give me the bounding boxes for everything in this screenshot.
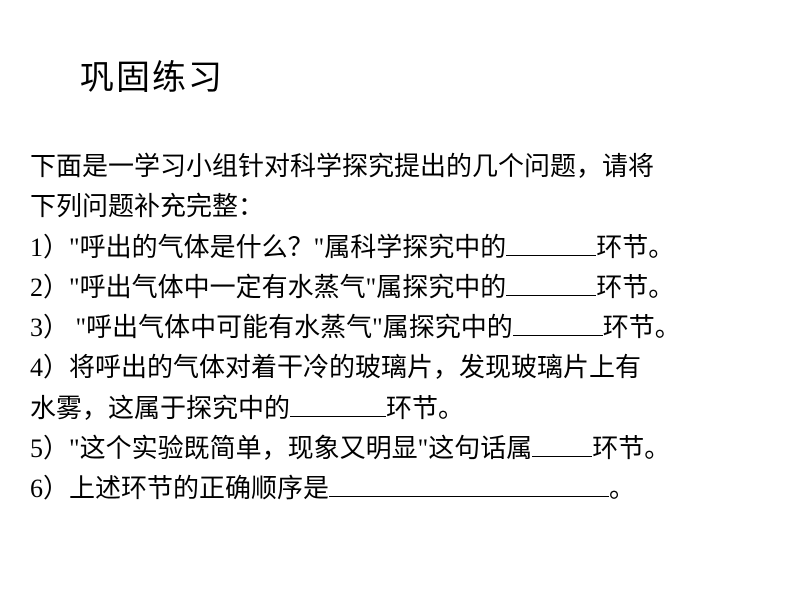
q1-text-b: 环节。: [596, 233, 674, 262]
blank-q4: [290, 393, 386, 416]
blank-q5: [532, 434, 592, 457]
slide-content: 下面是一学习小组针对科学探究提出的几个问题，请将 下列问题补充完整： 1）"呼出…: [30, 147, 764, 510]
q2-text-b: 环节。: [596, 273, 674, 302]
q5-text-b: 环节。: [592, 434, 670, 463]
blank-q3: [513, 313, 603, 336]
q1-text-a: 1）"呼出的气体是什么？"属科学探究中的: [30, 233, 506, 262]
slide-container: 巩固练习 下面是一学习小组针对科学探究提出的几个问题，请将 下列问题补充完整： …: [0, 0, 794, 540]
q6-text-b: 。: [609, 474, 635, 503]
q4-text-b: 环节。: [386, 394, 464, 423]
intro-line-2: 下列问题补充完整：: [30, 187, 764, 227]
question-5: 5）"这个实验既简单，现象又明显"这句话属 环节。: [30, 429, 764, 469]
blank-q6: [329, 474, 609, 497]
q3-text-b: 环节。: [603, 313, 681, 342]
q6-text-a: 6）上述环节的正确顺序是: [30, 474, 329, 503]
slide-title: 巩固练习: [80, 50, 764, 99]
question-2: 2）"呼出气体中一定有水蒸气"属探究中的 环节。: [30, 268, 764, 308]
question-3: 3） "呼出气体中可能有水蒸气"属探究中的 环节。: [30, 308, 764, 348]
question-1: 1）"呼出的气体是什么？"属科学探究中的 环节。: [30, 228, 764, 268]
blank-q1: [506, 232, 596, 255]
question-4-line-1: 4）将呼出的气体对着干冷的玻璃片，发现玻璃片上有: [30, 348, 764, 388]
intro-line-1: 下面是一学习小组针对科学探究提出的几个问题，请将: [30, 147, 764, 187]
blank-q2: [506, 273, 596, 296]
q5-text-a: 5）"这个实验既简单，现象又明显"这句话属: [30, 434, 532, 463]
question-6: 6）上述环节的正确顺序是 。: [30, 469, 764, 509]
q2-text-a: 2）"呼出气体中一定有水蒸气"属探究中的: [30, 273, 506, 302]
q4-text-a: 水雾，这属于探究中的: [30, 394, 290, 423]
question-4-line-2: 水雾，这属于探究中的 环节。: [30, 389, 764, 429]
q3-text-a: 3） "呼出气体中可能有水蒸气"属探究中的: [30, 313, 513, 342]
